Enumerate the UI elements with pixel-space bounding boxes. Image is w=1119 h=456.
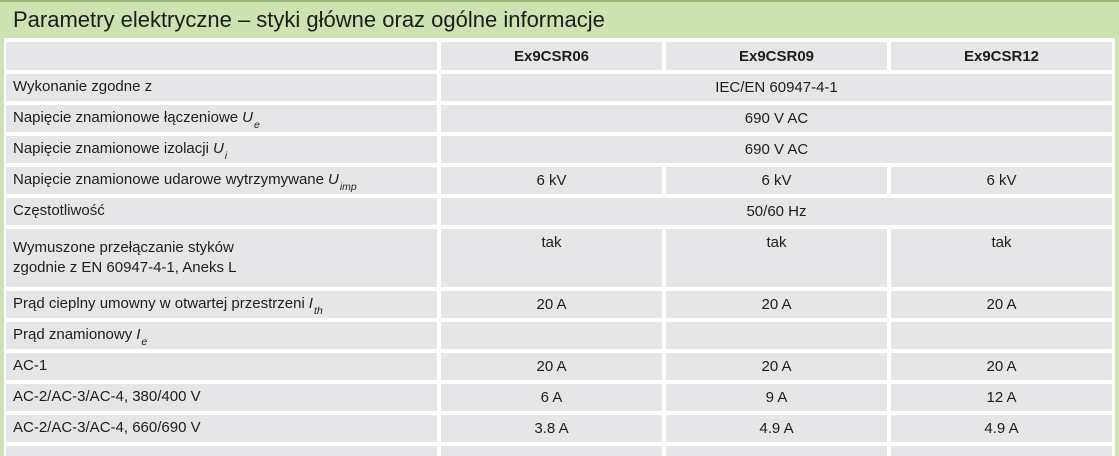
row-label: Napięcie znamionowe łączeniowe Ue: [6, 105, 437, 132]
row-label: AC-2/AC-3/AC-4, 380/400 V: [6, 384, 437, 411]
table-row: Wymuszone przełączanie styków zgodnie z …: [6, 229, 1113, 287]
value-cell-span: 690 V AC: [441, 105, 1112, 132]
symbol-subscript: e: [141, 336, 148, 349]
table-row: Napięcie znamionowe łączeniowe Ue 690 V A…: [6, 105, 1113, 132]
table-row-partial: [6, 446, 1113, 456]
row-label: Wykonanie zgodne z: [6, 74, 437, 101]
value-cell: 6 kV: [891, 167, 1112, 194]
row-label: Częstotliwość: [6, 198, 437, 225]
row-label: Prąd znamionowy Ie: [6, 322, 437, 349]
table-row: AC-2/AC-3/AC-4, 380/400 V 6 A 9 A 12 A: [6, 384, 1113, 411]
table-row: Prąd cieplny umowny w otwartej przestrze…: [6, 291, 1113, 318]
row-label: [6, 446, 437, 456]
column-header-ex9csr06: Ex9CSR06: [441, 42, 662, 70]
value-cell: 20 A: [666, 291, 887, 318]
value-cell: tak: [666, 229, 887, 287]
row-label: AC-2/AC-3/AC-4, 660/690 V: [6, 415, 437, 442]
value-cell: 9 A: [666, 384, 887, 411]
parameters-table: Ex9CSR06 Ex9CSR09 Ex9CSR12 Wykonanie zgo…: [0, 42, 1119, 456]
value-cell: [891, 446, 1112, 456]
table-row: Wykonanie zgodne z IEC/EN 60947-4-1: [6, 74, 1113, 101]
value-cell: tak: [891, 229, 1112, 287]
header-empty-cell: [6, 42, 437, 70]
symbol-subscript: th: [313, 305, 323, 318]
symbol-subscript: imp: [339, 181, 357, 194]
row-label: Napięcie znamionowe izolacji Ui: [6, 136, 437, 163]
symbol-U: U: [212, 140, 224, 158]
symbol-subscript: i: [224, 150, 228, 163]
row-label: AC-1: [6, 353, 437, 380]
page-title: Parametry elektryczne – styki główne ora…: [13, 7, 605, 32]
value-cell: 20 A: [441, 353, 662, 380]
symbol-I: I: [308, 295, 313, 313]
row-label: Prąd cieplny umowny w otwartej przestrze…: [6, 291, 437, 318]
table-header-row: Ex9CSR06 Ex9CSR09 Ex9CSR12: [6, 42, 1113, 70]
value-cell-span: 690 V AC: [441, 136, 1112, 163]
value-cell: 20 A: [666, 353, 887, 380]
symbol-I: I: [136, 326, 141, 344]
value-cell: 6 A: [441, 384, 662, 411]
value-cell: [666, 446, 887, 456]
symbol-subscript: e: [253, 119, 260, 132]
value-cell: 6 kV: [441, 167, 662, 194]
right-accent-stripe: [1115, 38, 1119, 456]
left-accent-stripe: [0, 38, 4, 456]
section-title-bar: Parametry elektryczne – styki główne ora…: [0, 0, 1119, 38]
symbol-U: U: [242, 109, 253, 127]
column-header-ex9csr12: Ex9CSR12: [891, 42, 1112, 70]
value-cell: 4.9 A: [891, 415, 1112, 442]
value-cell: 20 A: [891, 353, 1112, 380]
value-cell: [441, 446, 662, 456]
table-row: Napięcie znamionowe udarowe wytrzymywane…: [6, 167, 1113, 194]
value-cell: 6 kV: [666, 167, 887, 194]
table-row: Prąd znamionowy Ie: [6, 322, 1113, 349]
column-header-ex9csr09: Ex9CSR09: [666, 42, 887, 70]
value-cell: 12 A: [891, 384, 1112, 411]
value-cell: [891, 322, 1112, 349]
value-cell: [666, 322, 887, 349]
row-label: Napięcie znamionowe udarowe wytrzymywane…: [6, 167, 437, 194]
value-cell: 3.8 A: [441, 415, 662, 442]
table-row: AC-2/AC-3/AC-4, 660/690 V 3.8 A 4.9 A 4.…: [6, 415, 1113, 442]
table-row: Częstotliwość 50/60 Hz: [6, 198, 1113, 225]
value-cell: [441, 322, 662, 349]
value-cell: tak: [441, 229, 662, 287]
value-cell-span: IEC/EN 60947-4-1: [441, 74, 1112, 101]
value-cell-span: 50/60 Hz: [441, 198, 1112, 225]
value-cell: 20 A: [441, 291, 662, 318]
table-row: AC-1 20 A 20 A 20 A: [6, 353, 1113, 380]
value-cell: 20 A: [891, 291, 1112, 318]
symbol-U: U: [327, 171, 339, 189]
table-row: Napięcie znamionowe izolacji Ui 690 V AC: [6, 136, 1113, 163]
row-label: Wymuszone przełączanie styków zgodnie z …: [6, 229, 437, 287]
value-cell: 4.9 A: [666, 415, 887, 442]
